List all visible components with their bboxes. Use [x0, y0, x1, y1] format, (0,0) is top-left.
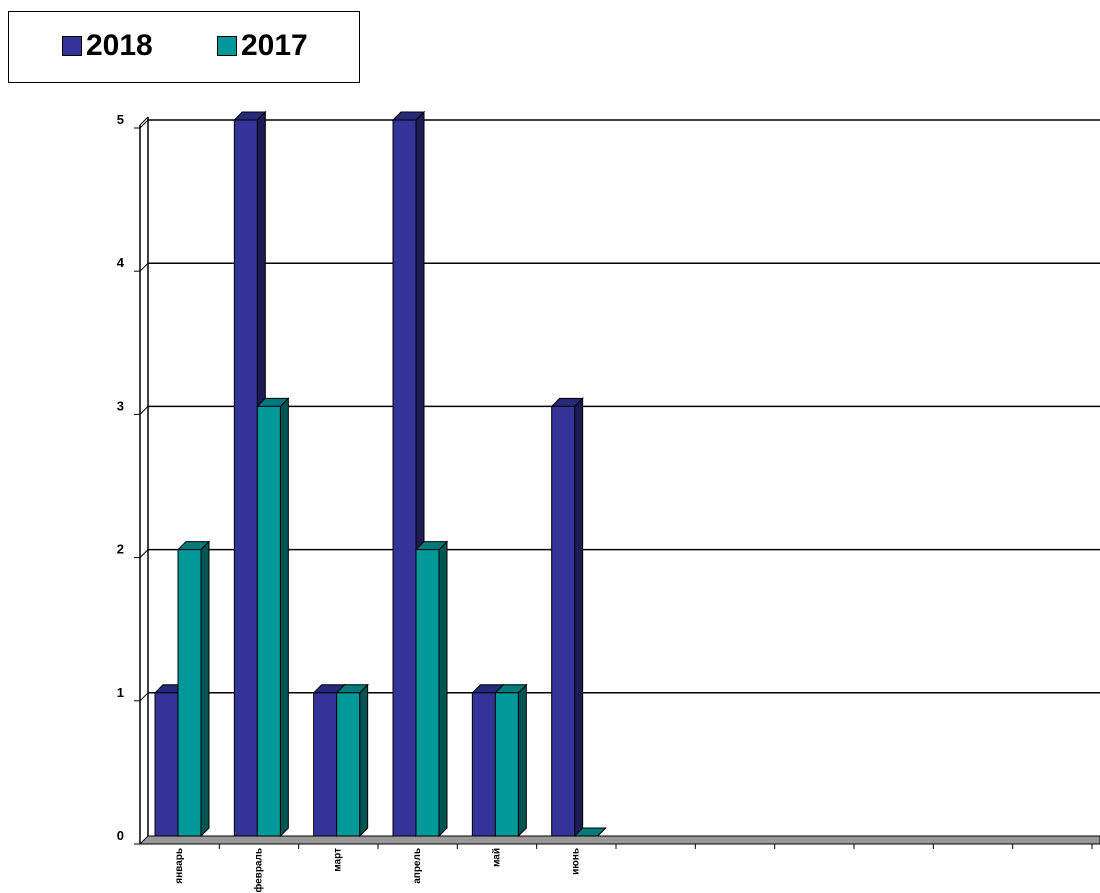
legend-swatch-2018	[62, 36, 82, 56]
bar-2017-март	[336, 692, 361, 837]
side-gridline	[139, 692, 149, 702]
y-tick-label: 1	[117, 685, 124, 700]
legend-item-2018: 2018	[62, 30, 153, 62]
bar-2017-апрель	[415, 549, 440, 837]
y-tick-label: 0	[117, 828, 124, 843]
x-tick-label-1: февраль	[252, 848, 264, 893]
bar-side-2017-1	[279, 397, 289, 838]
x-tick-label-2: март	[333, 848, 344, 872]
side-gridline	[139, 119, 149, 129]
x-tick-label-0: январь	[174, 848, 185, 884]
x-tick-label-4: май	[491, 848, 502, 867]
x-tick-label-5: июнь	[571, 848, 582, 875]
bar-2018-март	[313, 692, 338, 837]
side-gridline	[139, 262, 149, 272]
bar-top-2017-5	[573, 827, 607, 837]
chart-floor	[138, 835, 1100, 845]
bar-2017-май	[494, 692, 519, 837]
bar-2018-январь	[154, 692, 179, 837]
x-tick-label-3: апрель	[412, 848, 423, 884]
legend-item-2017: 2017	[217, 30, 308, 62]
side-gridline	[139, 406, 149, 415]
bar-2017-февраль	[256, 405, 281, 837]
bar-2018-июнь	[551, 405, 576, 837]
y-tick-label: 3	[117, 398, 124, 413]
bar-side-2017-3	[438, 540, 448, 838]
bar-2018-февраль	[233, 119, 258, 837]
bar-2017-январь	[177, 549, 202, 837]
y-tick-label: 5	[117, 112, 124, 127]
bar-side-2017-2	[359, 683, 369, 838]
legend: 2018 2017	[8, 11, 360, 83]
legend-swatch-2017	[217, 36, 237, 56]
bar-side-2017-0	[200, 540, 210, 838]
bar-2018-апрель	[392, 119, 417, 837]
legend-label-2017: 2017	[241, 29, 308, 62]
legend-label-2018: 2018	[86, 29, 153, 62]
side-gridline	[139, 549, 149, 558]
y-tick-label: 2	[117, 542, 124, 557]
bar-side-2017-4	[517, 683, 527, 838]
side-wall-top	[139, 116, 149, 126]
y-tick-label: 4	[117, 255, 125, 270]
bar-2018-май	[471, 692, 496, 837]
bar-side-2018-5	[574, 397, 584, 838]
